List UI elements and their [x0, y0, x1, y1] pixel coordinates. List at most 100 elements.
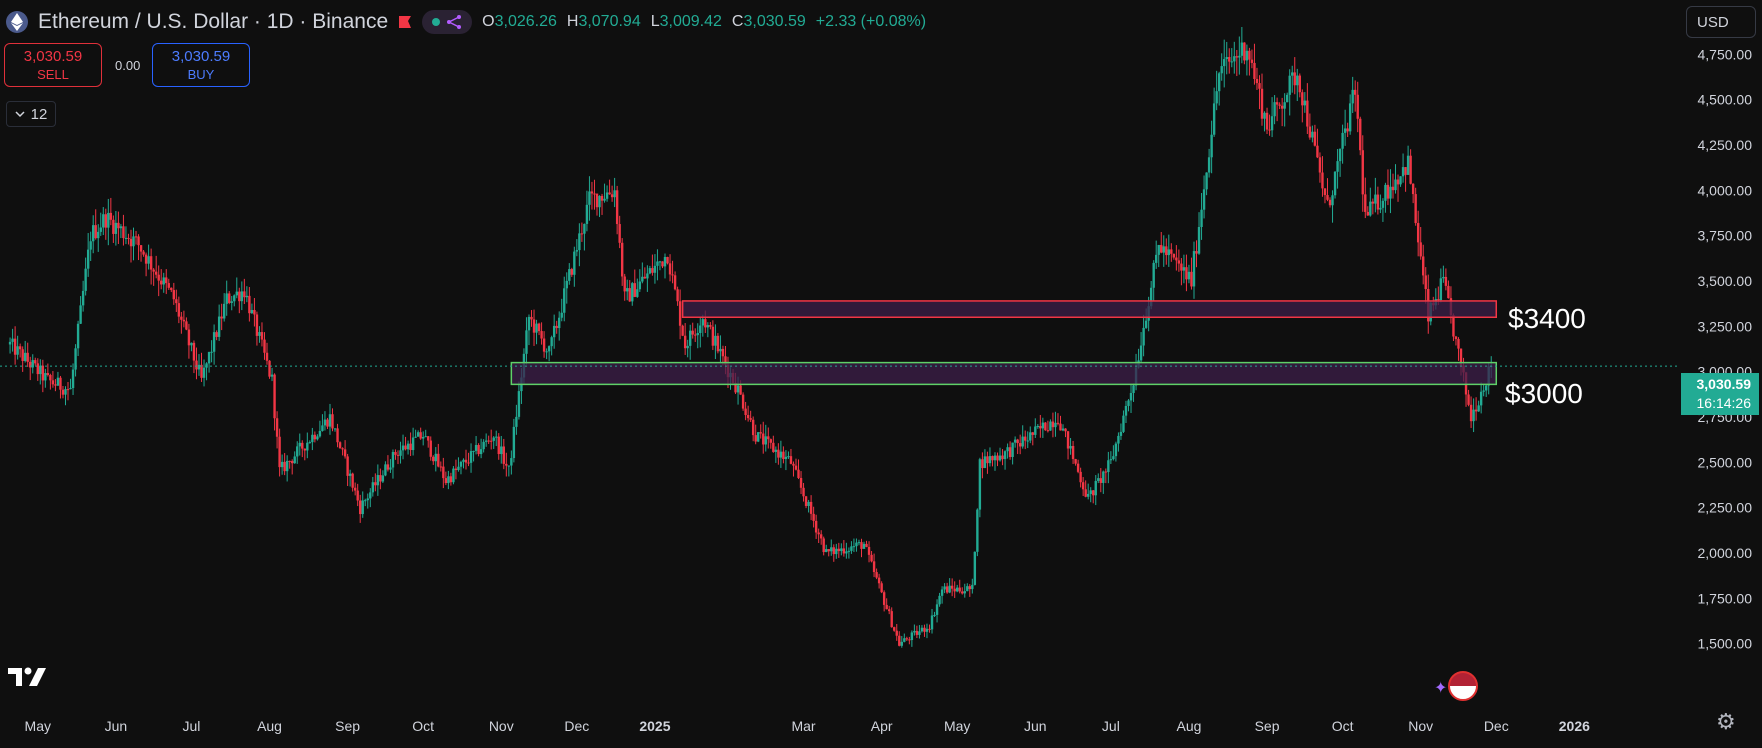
- candle: [1155, 240, 1158, 269]
- settings-gear-icon[interactable]: ⚙: [1716, 709, 1736, 734]
- candle: [1074, 458, 1077, 466]
- candle: [1348, 94, 1352, 135]
- candle: [409, 432, 412, 456]
- time-tick-label: Jun: [105, 718, 128, 734]
- candle: [1215, 70, 1218, 111]
- candle: [165, 269, 168, 295]
- candle: [1119, 423, 1123, 440]
- candle: [318, 420, 322, 438]
- candle: [903, 633, 906, 643]
- candle: [129, 229, 133, 263]
- candle: [1341, 124, 1344, 164]
- zones-layer[interactable]: [510, 300, 1498, 386]
- candle: [958, 579, 961, 594]
- candle: [1474, 397, 1478, 421]
- candle: [1099, 468, 1102, 493]
- candle: [1452, 313, 1455, 341]
- ohlc-readout: O3,026.26 H3,070.94 L3,009.42 C3,030.59 …: [482, 13, 927, 30]
- candle: [1366, 206, 1369, 216]
- flag-icon[interactable]: [398, 15, 412, 29]
- candle: [139, 245, 143, 262]
- candle: [321, 414, 324, 432]
- candle: [343, 440, 347, 459]
- candle: [580, 222, 584, 242]
- candle: [8, 337, 12, 354]
- candle: [306, 432, 309, 459]
- time-tick-label: Jun: [1024, 718, 1047, 734]
- candle: [887, 605, 891, 615]
- candle: [311, 427, 314, 451]
- candle: [1288, 69, 1291, 116]
- candle: [1079, 467, 1082, 488]
- candle: [215, 330, 218, 341]
- candle: [1109, 451, 1113, 464]
- candle: [517, 381, 521, 420]
- candle: [678, 289, 682, 340]
- candle: [673, 271, 677, 291]
- candle: [331, 408, 334, 432]
- candle: [457, 457, 460, 472]
- candle: [963, 583, 966, 598]
- candle: [626, 279, 629, 301]
- sparkle-icon[interactable]: ✦: [1434, 680, 1448, 697]
- us-flag-icon[interactable]: [1448, 671, 1478, 701]
- time-axis[interactable]: May Jun Jul Aug Sep Oct Nov Dec 2025 Mar Apr May Jun…: [25, 718, 1591, 734]
- time-tick-label: Sep: [1255, 718, 1280, 734]
- candle: [515, 404, 518, 435]
- candle: [1122, 410, 1125, 434]
- candle: [837, 542, 841, 558]
- high-value: 3,070.94: [578, 13, 641, 30]
- candle: [421, 431, 425, 446]
- sell-button[interactable]: 3,030.59 SELL: [4, 43, 102, 87]
- candle: [16, 335, 19, 360]
- candle: [1066, 430, 1070, 460]
- resistance-zone-3400[interactable]: [681, 300, 1498, 319]
- candle: [291, 459, 294, 475]
- candle: [588, 176, 591, 221]
- time-tick-label: 2025: [639, 718, 670, 734]
- candle: [988, 447, 992, 467]
- candle: [1003, 450, 1007, 470]
- candle: [618, 215, 621, 249]
- candle: [623, 273, 626, 301]
- candle: [535, 319, 538, 345]
- buy-button[interactable]: 3,030.59 BUY: [152, 43, 250, 87]
- candle: [615, 185, 619, 235]
- candle: [492, 436, 495, 449]
- candle: [235, 277, 238, 299]
- candle: [1054, 411, 1057, 437]
- time-tick-label: Mar: [791, 718, 815, 734]
- indicators-toggle-button[interactable]: 12: [6, 101, 56, 127]
- candle: [711, 320, 715, 351]
- support-zone-3000[interactable]: [510, 361, 1498, 386]
- spread-value: 0.00: [115, 58, 141, 73]
- candle: [1354, 80, 1357, 112]
- candle: [1419, 227, 1422, 260]
- price-axis[interactable]: 1,500.00 1,750.00 2,000.00 2,250.00 2,500.00…: [1698, 46, 1753, 651]
- candle: [374, 473, 377, 492]
- candle: [356, 483, 359, 507]
- time-tick-label: May: [944, 718, 970, 734]
- candle: [66, 382, 70, 401]
- symbol-title[interactable]: Ethereum / U.S. Dollar · 1D · Binance: [38, 10, 389, 33]
- candle: [1205, 172, 1208, 196]
- candle: [200, 352, 203, 382]
- candle: [1379, 194, 1382, 214]
- tradingview-logo-icon[interactable]: [8, 663, 52, 695]
- candle: [134, 230, 138, 245]
- currency-selector[interactable]: USD: [1686, 6, 1756, 38]
- candle: [416, 430, 420, 437]
- candle: [487, 435, 490, 444]
- candle: [699, 317, 702, 348]
- candle: [429, 436, 432, 461]
- candle: [651, 254, 654, 276]
- candle: [993, 452, 997, 471]
- candle: [76, 320, 80, 356]
- indicator-pill[interactable]: [422, 10, 473, 34]
- candle: [1056, 413, 1060, 426]
- candle: [477, 443, 480, 457]
- candle: [1217, 71, 1221, 106]
- candle: [341, 447, 344, 456]
- candle: [84, 257, 87, 296]
